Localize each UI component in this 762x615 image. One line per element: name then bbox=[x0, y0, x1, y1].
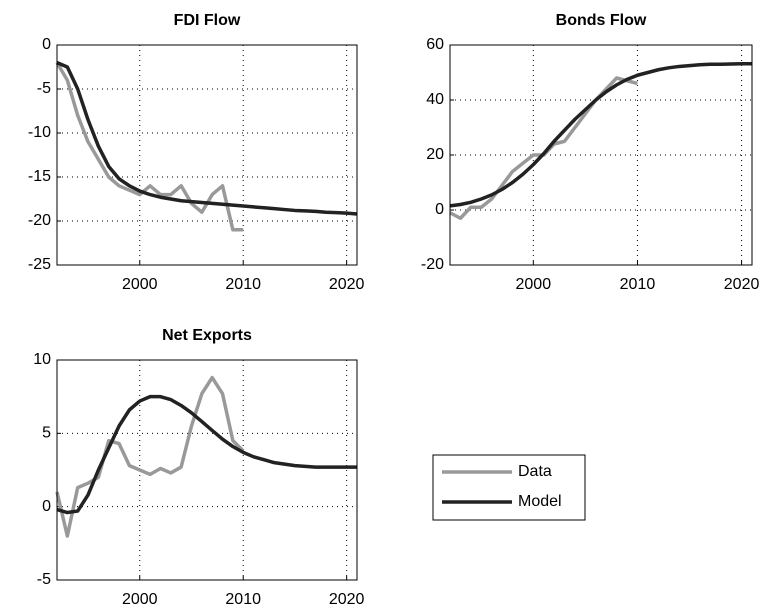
y-tick-label: -15 bbox=[28, 168, 51, 185]
series-line bbox=[56, 60, 358, 216]
y-tick-label: -5 bbox=[37, 571, 51, 588]
x-tick-label: 2000 bbox=[122, 276, 158, 293]
y-tick-label: 10 bbox=[33, 351, 51, 368]
x-tick-label: 2020 bbox=[329, 591, 365, 608]
chart-title: FDI Flow bbox=[174, 12, 241, 29]
y-tick-label: -20 bbox=[421, 256, 444, 273]
y-tick-label: 60 bbox=[426, 36, 444, 53]
legend-label: Model bbox=[518, 493, 562, 510]
chart-title: Bonds Flow bbox=[556, 12, 647, 29]
y-tick-label: 40 bbox=[426, 91, 444, 108]
legend-label: Data bbox=[518, 463, 552, 480]
y-tick-label: 20 bbox=[426, 146, 444, 163]
series-line bbox=[55, 375, 245, 538]
y-tick-label: -25 bbox=[28, 256, 51, 273]
x-tick-label: 2010 bbox=[620, 276, 656, 293]
y-tick-label: 0 bbox=[42, 498, 51, 515]
x-tick-label: 2000 bbox=[122, 591, 158, 608]
y-tick-label: 0 bbox=[42, 36, 51, 53]
y-tick-label: -10 bbox=[28, 124, 51, 141]
x-tick-label: 2020 bbox=[724, 276, 760, 293]
x-tick-label: 2020 bbox=[329, 276, 365, 293]
plot-frame bbox=[56, 44, 358, 266]
x-tick-label: 2010 bbox=[225, 591, 261, 608]
plot-frame bbox=[56, 359, 358, 581]
series-line bbox=[56, 394, 357, 515]
plot-area bbox=[57, 360, 357, 580]
series-line bbox=[449, 61, 752, 208]
plot-area bbox=[57, 45, 357, 265]
y-tick-label: -20 bbox=[28, 212, 51, 229]
legend-box bbox=[432, 454, 586, 521]
x-tick-label: 2010 bbox=[225, 276, 261, 293]
plot-frame bbox=[449, 44, 753, 266]
y-tick-label: -5 bbox=[37, 80, 51, 97]
y-tick-label: 0 bbox=[435, 201, 444, 218]
series-line bbox=[55, 61, 244, 232]
x-tick-label: 2000 bbox=[516, 276, 552, 293]
y-tick-label: 5 bbox=[42, 425, 51, 442]
chart-title: Net Exports bbox=[162, 327, 252, 344]
